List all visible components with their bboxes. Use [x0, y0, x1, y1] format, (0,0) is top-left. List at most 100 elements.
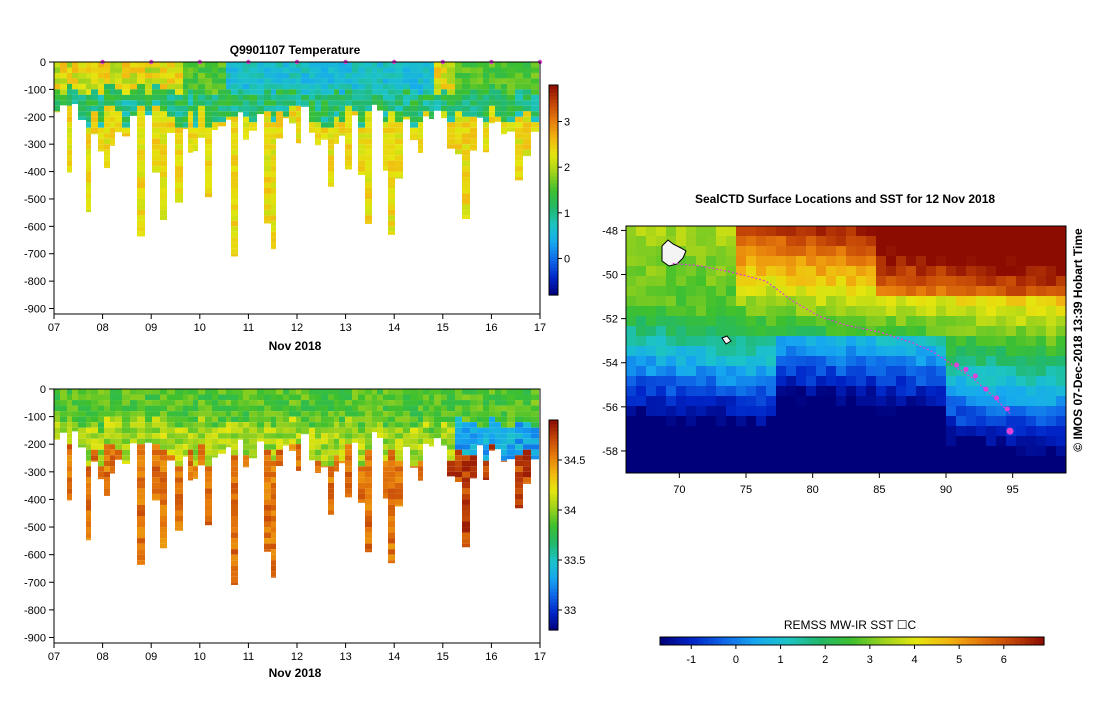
salinity-cell: [470, 416, 477, 423]
temperature-cell: [365, 166, 372, 172]
salinity-cell: [315, 405, 321, 412]
salinity-cell: [309, 405, 315, 412]
salinity-cell: [339, 405, 345, 412]
salinity-cell: [231, 543, 238, 550]
sst-cell: [946, 286, 956, 296]
salinity-cell: [388, 405, 395, 412]
sst-cell: [986, 376, 996, 386]
salinity-cell: [365, 549, 372, 553]
sst-cell: [636, 456, 646, 466]
colorbar-segment: [549, 176, 558, 181]
salinity-cell: [418, 471, 423, 478]
colorbar-segment: [549, 472, 558, 477]
colorbar-segment: [549, 539, 558, 544]
temperature-cell: [403, 100, 410, 106]
sst-cell: [706, 376, 716, 386]
salinity-cell: [104, 427, 110, 434]
sst-cell: [946, 426, 956, 436]
sst-cell: [726, 286, 736, 296]
sst-cell: [626, 246, 636, 256]
salinity-cell: [309, 422, 315, 428]
temperature-cell: [115, 122, 122, 128]
temperature-cell: [193, 78, 198, 84]
salinity-cell: [257, 422, 264, 428]
sst-cell: [766, 306, 776, 316]
sst-cell: [696, 336, 706, 346]
temperature-cell: [410, 133, 418, 139]
salinity-cell: [91, 433, 98, 439]
sst-cell: [956, 456, 966, 466]
salinity-cell: [328, 394, 334, 401]
colorbar-segment: [549, 144, 558, 149]
salinity-cell: [365, 460, 372, 467]
salinity-cell: [198, 405, 205, 412]
sst-cell: [1006, 226, 1016, 236]
salinity-cell: [137, 554, 145, 561]
temperature-cell: [495, 111, 501, 117]
salinity-cell: [365, 422, 372, 428]
sst-cell: [676, 456, 686, 466]
salinity-cell: [383, 433, 388, 439]
temperature-cell: [122, 78, 130, 84]
salinity-cell: [98, 466, 104, 472]
salinity-cell: [283, 405, 289, 412]
colorbar-segment: [679, 637, 685, 645]
sst-cell: [836, 446, 846, 456]
salinity-cell: [507, 427, 515, 434]
salinity-cell: [352, 400, 358, 406]
temperature-cell: [309, 94, 315, 101]
sst-cell: [766, 296, 776, 306]
sst-cell: [706, 326, 716, 336]
salinity-cell: [309, 455, 315, 461]
colorbar-segment: [828, 637, 834, 645]
sst-cell: [886, 326, 896, 336]
colorbar-segment: [1039, 637, 1045, 645]
sst-cell: [1046, 366, 1056, 376]
surface-location: [972, 373, 978, 379]
temperature-cell: [483, 138, 489, 145]
temperature-cell: [507, 94, 515, 101]
temperature-cell: [462, 133, 470, 139]
colorbar-segment: [549, 277, 558, 282]
sst-cell: [866, 456, 876, 466]
sst-cell: [736, 256, 746, 266]
sst-cell: [626, 416, 636, 426]
salinity-cell: [423, 405, 429, 412]
sst-cell: [796, 446, 806, 456]
sst-cell: [976, 226, 986, 236]
salinity-cell: [145, 422, 152, 428]
temperature-cell: [423, 83, 429, 90]
salinity-cell: [515, 477, 523, 483]
salinity-cell: [160, 422, 167, 428]
surface-location: [963, 366, 969, 372]
sst-cell: [746, 356, 756, 366]
salinity-cell: [334, 411, 339, 417]
temperature-cell: [243, 122, 249, 128]
colorbar-segment: [885, 637, 891, 645]
salinity-cell: [137, 482, 145, 489]
land-masks: [661, 239, 732, 345]
sst-cell: [656, 296, 666, 306]
lat-tick-label: -50: [602, 270, 618, 282]
sst-cell: [696, 356, 706, 366]
colorbar-segment: [823, 637, 829, 645]
temperature-cell: [418, 78, 423, 84]
colorbar-segment: [549, 455, 558, 460]
sst-cell: [646, 356, 656, 366]
salinity-cell: [212, 438, 218, 445]
temperature-cell: [462, 160, 470, 167]
temperature-cell: [483, 144, 489, 150]
temperature-cell: [388, 127, 395, 134]
sst-cell: [996, 236, 1006, 246]
colorbar-segment: [549, 574, 558, 579]
salinity-cell: [418, 405, 423, 412]
sst-cell: [706, 226, 716, 236]
temperature-cell: [334, 127, 339, 134]
sst-cell: [1006, 346, 1016, 356]
temperature-cell: [365, 182, 372, 188]
lon-tick-label: 70: [673, 484, 685, 496]
salinity-cell: [489, 422, 495, 428]
sst-cell: [976, 256, 986, 266]
salinity-cell: [515, 422, 523, 428]
sst-cell: [1026, 286, 1036, 296]
